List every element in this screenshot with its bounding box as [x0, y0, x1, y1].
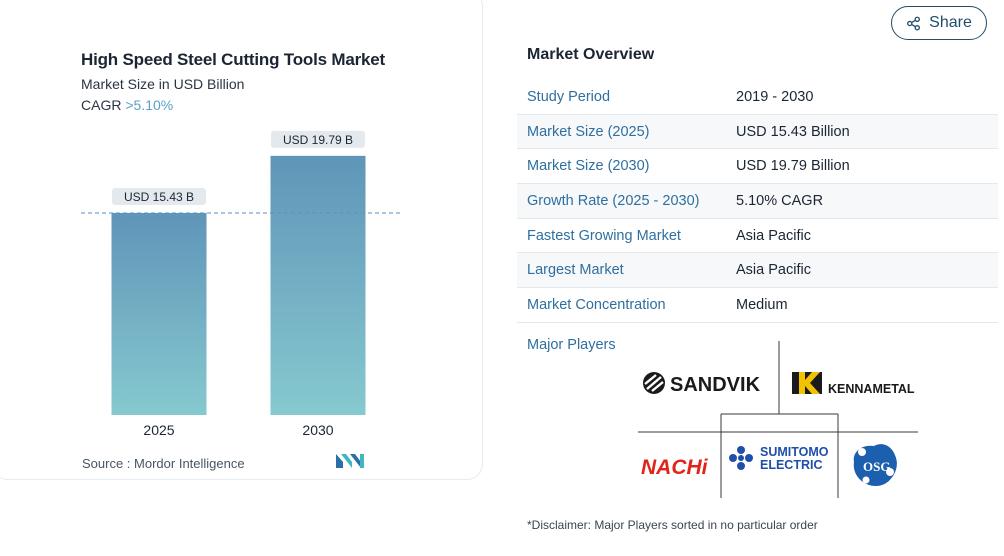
bar-2025 — [111, 212, 207, 415]
overview-row: Largest Market Asia Pacific — [517, 253, 998, 289]
overview-row-label: Study Period — [527, 88, 611, 105]
overview-row-label: Largest Market — [527, 262, 624, 279]
source-line: Source : Mordor Intelligence — [82, 456, 245, 471]
overview-row: Fastest Growing Market Asia Pacific — [517, 219, 998, 254]
sumitomo-emblem-icon — [729, 446, 753, 470]
overview-row-label: Fastest Growing Market — [527, 227, 681, 244]
overview-row: Growth Rate (2025 - 2030) 5.10% CAGR — [517, 184, 998, 219]
sandvik-text: SANDVIK — [670, 374, 761, 396]
overview-row-label: Growth Rate (2025 - 2030) — [527, 192, 700, 209]
overview-row-value: USD 19.79 Billion — [736, 158, 850, 175]
nachi-text: NACHi — [641, 456, 709, 479]
source-value: Mordor Intelligence — [134, 456, 245, 471]
market-overview-title: Market Overview — [527, 46, 655, 63]
sumitomo-text-line1: SUMITOMO — [760, 445, 829, 459]
data-label-bg — [112, 187, 206, 205]
overview-row: Market Concentration Medium — [517, 288, 998, 323]
overview-row-value: Medium — [736, 296, 788, 313]
sumitomo-electric-logo: SUMITOMO ELECTRIC — [729, 445, 829, 472]
source-label: Source : — [82, 456, 131, 471]
share-icon — [907, 16, 921, 30]
kennametal-text: KENNAMETAL — [828, 382, 915, 396]
x-tick-label: 2030 — [302, 422, 333, 438]
nachi-logo: NACHi — [641, 456, 709, 479]
overview-row-label: Market Size (2030) — [527, 158, 650, 175]
x-tick-label: 2025 — [143, 422, 174, 438]
overview-row: Market Size (2025) USD 15.43 Billion — [517, 114, 998, 150]
chart-card — [0, 0, 483, 480]
sumitomo-text-line2: ELECTRIC — [760, 458, 823, 472]
overview-row-value: 5.10% CAGR — [736, 192, 824, 209]
osg-logo: OSG — [853, 444, 897, 486]
data-label-bg — [271, 130, 365, 148]
sandvik-logo: SANDVIK — [643, 372, 761, 396]
overview-row-label: Market Size (2025) — [527, 123, 650, 140]
major-players-title: Major Players — [527, 337, 616, 353]
chart-subtitle: Market Size in USD Billion — [81, 76, 245, 92]
overview-row-label: Market Concentration — [527, 296, 666, 313]
kennametal-logo: KENNAMETAL — [792, 372, 915, 396]
cagr-label: CAGR — [81, 97, 122, 113]
market-overview-table: Study Period 2019 - 2030 Market Size (2025… — [517, 80, 998, 323]
data-label: USD 15.43 B — [124, 190, 194, 204]
chart-title: High Speed Steel Cutting Tools Market — [81, 50, 385, 69]
data-label: USD 19.79 B — [283, 133, 353, 147]
chart-cagr: CAGR >5.10% — [81, 97, 173, 113]
overview-row-value: Asia Pacific — [736, 227, 811, 244]
share-button[interactable]: Share — [891, 6, 987, 40]
bar-2030 — [270, 155, 366, 415]
osg-text: OSG — [863, 459, 890, 474]
overview-row-value: USD 15.43 Billion — [736, 123, 850, 140]
overview-row-value: Asia Pacific — [736, 262, 811, 279]
mordor-logo-icon — [336, 454, 364, 468]
overview-row: Study Period 2019 - 2030 — [517, 80, 998, 115]
overview-row-value: 2019 - 2030 — [736, 88, 814, 105]
bar-chart: USD 15.43 B USD 19.79 B 2025 2030 — [81, 130, 400, 438]
cagr-value: >5.10% — [125, 97, 174, 113]
share-label: Share — [929, 14, 972, 31]
overview-row: Market Size (2030) USD 19.79 Billion — [517, 149, 998, 185]
disclaimer-text: *Disclaimer: Major Players sorted in no … — [527, 518, 818, 532]
